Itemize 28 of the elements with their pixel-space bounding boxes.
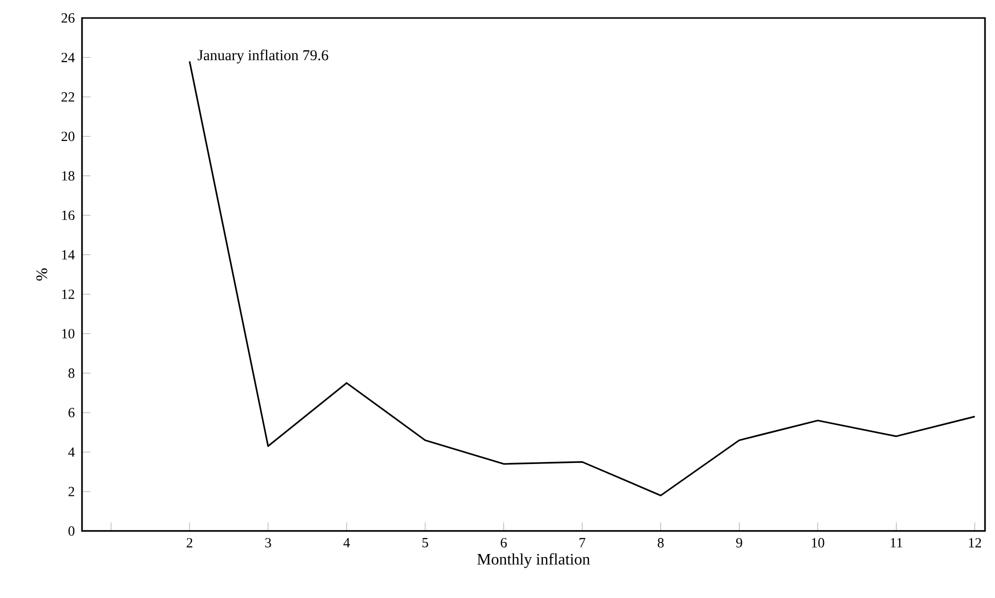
y-tick-label: 18 [62,171,74,181]
x-tick-label: 5 [422,538,428,548]
x-tick-label: 12 [969,538,982,548]
y-tick-label: 14 [62,250,75,260]
x-tick-label: 6 [500,538,507,548]
y-tick-label: 12 [62,290,74,299]
y-tick-label: 8 [68,368,74,378]
y-tick-label: 20 [62,132,74,142]
y-tick-label: 22 [62,92,74,102]
y-tick-label: 2 [68,486,74,496]
y-tick-label: 0 [68,526,74,536]
y-axis-title: % [36,268,48,281]
y-tick-label: 6 [68,408,75,418]
y-tick-label: 24 [62,52,75,62]
annotation: January inflation 79.6 [198,50,328,64]
x-tick-label: 7 [580,538,586,548]
x-tick-label: 2 [186,538,192,548]
x-tick-label: 10 [812,538,824,548]
x-tick-label: 8 [658,538,664,548]
x-tick-label: 11 [890,538,902,548]
y-tick-label: 16 [62,210,75,220]
x-tick-label: 9 [736,538,742,548]
y-tick-label: 26 [62,13,75,23]
y-tick-label: 10 [62,328,74,338]
x-tick-label: 3 [265,538,272,548]
x-axis-title: Monthly inflation [477,553,590,568]
x-tick-label: 4 [343,538,350,548]
y-tick-label: 4 [68,447,75,457]
